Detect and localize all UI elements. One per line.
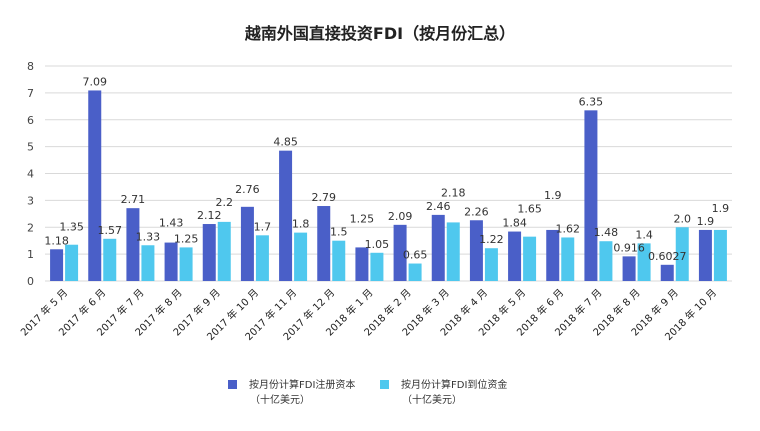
bar-registered <box>431 214 445 281</box>
bar-disbursed <box>370 252 384 281</box>
bar-disbursed <box>103 238 117 281</box>
data-label: 1.57 <box>98 224 123 237</box>
bar-disbursed <box>713 229 727 281</box>
legend-label: 按月份计算FDI注册资本 <box>249 380 356 391</box>
data-label: 1.5 <box>330 226 348 239</box>
data-label: 2.2 <box>216 196 234 209</box>
data-label: 1.4 <box>635 228 653 241</box>
bar-registered <box>202 224 216 281</box>
bar-disbursed <box>217 221 231 281</box>
y-tick-label: 2 <box>27 221 34 234</box>
legend-swatch <box>380 380 389 389</box>
data-label: 1.84 <box>502 217 527 230</box>
bar-disbursed <box>141 245 155 281</box>
data-label: 2.26 <box>464 205 489 218</box>
chart-title: 越南外国直接投资FDI（按月份汇总） <box>244 24 516 43</box>
data-label: 2.0 <box>674 212 692 225</box>
bar-disbursed <box>599 241 613 281</box>
data-label: 1.7 <box>254 220 272 233</box>
legend-unit: （十亿美元） <box>402 395 462 406</box>
bar-disbursed <box>484 248 498 281</box>
bar-registered <box>317 206 331 281</box>
data-label: 1.62 <box>556 222 581 235</box>
data-label: 0.6027 <box>648 250 687 263</box>
data-label: 1.48 <box>594 226 619 239</box>
bar-registered <box>164 242 178 281</box>
y-tick-label: 0 <box>27 275 34 288</box>
bar-disbursed <box>675 227 689 281</box>
bar-registered <box>660 264 674 281</box>
legend-unit: （十亿美元） <box>250 395 310 406</box>
bar-registered <box>126 208 140 281</box>
bar-registered <box>508 231 522 281</box>
bar-disbursed <box>446 222 460 281</box>
bar-disbursed <box>65 244 79 281</box>
y-tick-label: 7 <box>27 87 34 100</box>
bar-disbursed <box>255 235 269 281</box>
data-label: 1.65 <box>517 203 542 216</box>
data-label: 1.22 <box>479 233 504 246</box>
bar-registered <box>584 110 598 281</box>
bar-registered <box>622 256 636 281</box>
legend-swatch <box>228 380 237 389</box>
legend-item-disbursed: 按月份计算FDI到位资金 （十亿美元） <box>380 378 507 408</box>
bar-registered <box>279 150 293 281</box>
bar-registered <box>546 229 560 281</box>
data-label: 1.8 <box>292 218 310 231</box>
bar-disbursed <box>179 247 193 281</box>
bar-registered <box>469 220 483 281</box>
data-label: 2.71 <box>121 193 146 206</box>
data-label: 1.25 <box>174 232 199 245</box>
y-tick-label: 1 <box>27 248 34 261</box>
y-tick-label: 5 <box>27 141 34 154</box>
data-label: 1.18 <box>44 234 69 247</box>
data-label: 2.76 <box>235 183 260 196</box>
bar-disbursed <box>637 243 651 281</box>
data-label: 2.18 <box>441 186 466 199</box>
y-tick-label: 4 <box>27 168 34 181</box>
data-label: 1.9 <box>712 202 730 215</box>
data-label: 7.09 <box>83 75 108 88</box>
bar-registered <box>88 90 102 281</box>
data-label: 6.35 <box>579 95 604 108</box>
legend-item-registered: 按月份计算FDI注册资本 （十亿美元） <box>228 378 355 408</box>
data-label: 2.09 <box>388 210 413 223</box>
bar-disbursed <box>561 237 575 281</box>
bar-registered <box>50 249 64 281</box>
data-label: 4.85 <box>273 136 298 149</box>
data-label: 1.33 <box>136 230 161 243</box>
bar-registered <box>355 247 369 281</box>
legend-label: 按月份计算FDI到位资金 <box>401 380 508 391</box>
bar-disbursed <box>408 263 422 281</box>
data-label: 2.12 <box>197 209 222 222</box>
data-label: 1.9 <box>544 189 562 202</box>
data-label: 2.46 <box>426 200 451 213</box>
bar-disbursed <box>332 240 346 281</box>
data-label: 1.05 <box>365 238 390 251</box>
y-tick-label: 8 <box>27 60 34 73</box>
y-tick-label: 3 <box>27 194 34 207</box>
data-label: 2.79 <box>312 191 337 204</box>
bar-registered <box>240 206 254 281</box>
bar-disbursed <box>523 236 537 281</box>
data-label: 1.43 <box>159 217 184 230</box>
bar-disbursed <box>294 232 308 281</box>
data-label: 1.9 <box>697 215 715 228</box>
bar-registered <box>698 229 712 281</box>
y-tick-label: 6 <box>27 114 34 127</box>
data-label: 0.65 <box>403 249 428 262</box>
data-label: 0.916 <box>613 241 645 254</box>
data-label: 1.35 <box>59 221 84 234</box>
data-label: 1.25 <box>350 212 375 225</box>
bar-registered <box>393 224 407 281</box>
